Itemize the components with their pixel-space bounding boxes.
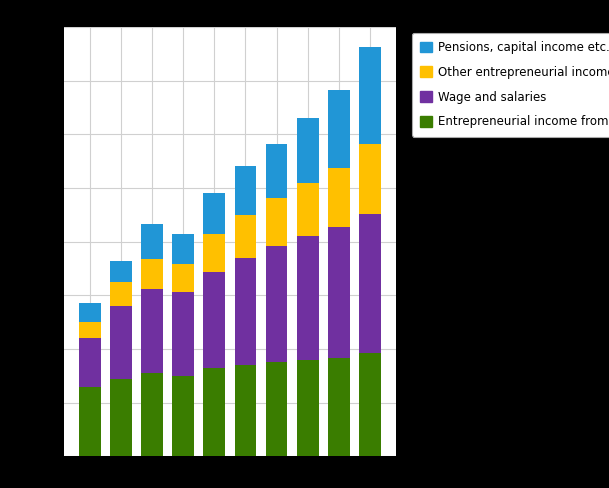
Bar [79, 338, 101, 386]
Bar [266, 198, 287, 246]
Bar [110, 306, 132, 379]
Bar [141, 259, 163, 289]
Bar [79, 386, 101, 456]
Legend: Pensions, capital income etc., Other entrepreneurial incomes, Wage and salaries,: Pensions, capital income etc., Other ent… [412, 33, 609, 137]
Bar [203, 234, 225, 272]
Bar [172, 264, 194, 292]
Bar [359, 47, 381, 144]
Bar [172, 376, 194, 456]
Bar [172, 292, 194, 376]
Bar [203, 368, 225, 456]
Bar [172, 234, 194, 264]
Bar [297, 183, 319, 236]
Bar [203, 193, 225, 234]
Bar [297, 118, 319, 183]
Bar [234, 365, 256, 456]
Bar [234, 215, 256, 258]
Bar [297, 236, 319, 360]
Bar [297, 360, 319, 456]
Bar [359, 353, 381, 456]
Bar [359, 214, 381, 353]
Bar [110, 379, 132, 456]
Bar [328, 167, 350, 226]
Bar [234, 258, 256, 365]
Bar [359, 144, 381, 214]
Bar [203, 272, 225, 368]
Bar [328, 90, 350, 167]
Bar [79, 322, 101, 338]
Bar [328, 358, 350, 456]
Bar [328, 226, 350, 358]
Bar [141, 372, 163, 456]
Bar [110, 283, 132, 306]
Bar [266, 362, 287, 456]
Bar [110, 261, 132, 283]
Bar [141, 224, 163, 259]
Bar [266, 246, 287, 362]
Bar [141, 289, 163, 372]
Bar [79, 303, 101, 322]
Bar [266, 144, 287, 198]
Bar [234, 166, 256, 215]
